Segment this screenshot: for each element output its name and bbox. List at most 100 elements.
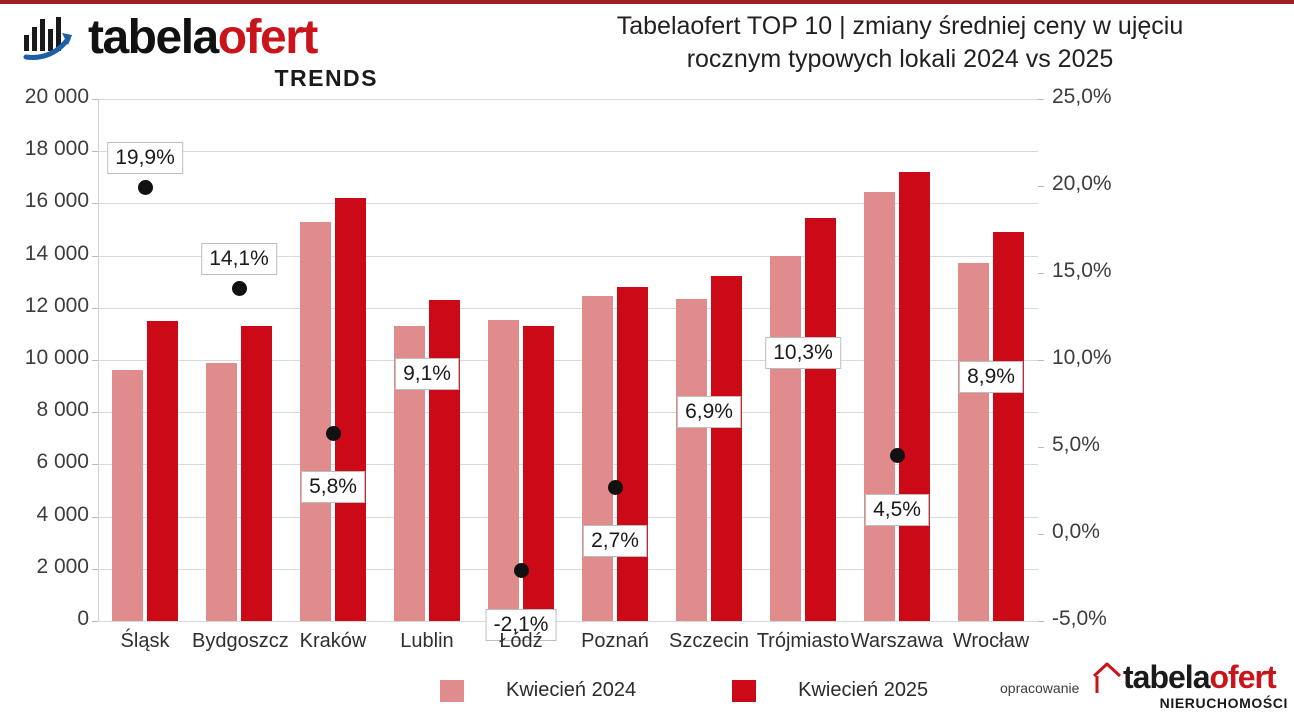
gridline (98, 255, 1038, 257)
bar-2024 (488, 319, 519, 621)
y-tick-left (92, 99, 98, 100)
brand-wordmark: tabelaofert (88, 11, 318, 64)
footer-word-red: ofert (1209, 659, 1276, 695)
gridline (98, 412, 1038, 414)
data-label: 5,8% (301, 471, 365, 504)
bar-2025 (147, 320, 178, 621)
chart-legend: Kwiecień 2024 Kwiecień 2025 (440, 679, 928, 702)
legend-swatch-2025 (732, 679, 757, 702)
y-axis-left-label: 10 000 (24, 346, 89, 369)
gridline (98, 621, 1038, 622)
data-point-marker (325, 425, 341, 441)
gridline (98, 203, 1038, 205)
bar-2025 (805, 217, 836, 621)
credit-label: opracowanie (1000, 680, 1080, 696)
y-tick-left (92, 516, 98, 518)
data-point-marker (137, 180, 153, 196)
bar-2025 (523, 326, 554, 621)
y-tick-right (1038, 360, 1044, 361)
y-axis-left-label: 6 000 (36, 450, 89, 474)
bar-2025 (711, 276, 742, 621)
bar-2024 (300, 221, 331, 621)
legend-label-2024: Kwiecień 2024 (506, 679, 637, 701)
gridline (98, 307, 1038, 309)
footer-wordmark: tabelaofert (1123, 659, 1277, 695)
bar-2025 (429, 299, 460, 621)
y-axis-right-label: 15,0% (1052, 259, 1112, 282)
data-label: 14,1% (201, 242, 277, 275)
x-axis-label: Wrocław (952, 630, 1030, 652)
y-tick-left (92, 412, 98, 414)
y-axis-left-label: 14 000 (24, 241, 89, 265)
bars-layer (98, 99, 1038, 621)
y-tick-right (1038, 99, 1044, 100)
y-tick-left (92, 307, 98, 309)
gridline (98, 99, 1038, 100)
footer-word-dark: tabela (1123, 659, 1210, 695)
data-point-marker (513, 563, 529, 579)
data-label: -2,1% (485, 608, 557, 641)
x-axis-label: Śląsk (120, 630, 170, 652)
bar-chart-arrow-icon (23, 17, 72, 60)
y-tick-left (92, 255, 98, 257)
x-axis-label: Łódź (499, 630, 543, 652)
bar-2024 (770, 255, 801, 621)
y-tick-right (1038, 621, 1044, 622)
data-label: 9,1% (395, 357, 459, 390)
y-tick-right (1038, 534, 1044, 535)
data-label: 6,9% (677, 395, 741, 428)
y-axis-left-label: 20 000 (24, 85, 89, 108)
y-axis-right-label: 5,0% (1052, 433, 1100, 456)
y-axis-left-label: 18 000 (24, 137, 89, 161)
chart-title-line1: Tabelaofert TOP 10 | zmiany średniej cen… (616, 12, 1184, 40)
y-axis-right-label: 25,0% (1052, 85, 1112, 108)
house-outline-icon (1092, 662, 1122, 693)
x-axis-label: Warszawa (850, 630, 944, 652)
chart-title-line2: rocznym typowych lokali 2024 vs 2025 (686, 45, 1114, 73)
tabelaofert-nieruchomosci-logo: tabelaofert NIERUCHOMOŚCI (1092, 652, 1288, 714)
bar-2025 (993, 232, 1024, 621)
y-tick-right (1038, 273, 1044, 274)
y-axis-right-label: 10,0% (1052, 346, 1112, 369)
data-point-marker (889, 448, 905, 464)
data-label: 4,5% (865, 493, 929, 526)
y-axis-left-label: 16 000 (24, 189, 89, 213)
brand-word-dark: tabela (88, 11, 219, 64)
bar-2024 (864, 191, 895, 621)
y-axis-right-label: 0,0% (1052, 520, 1100, 543)
x-axis-label: Trójmiasto (756, 630, 850, 652)
gridline (98, 360, 1038, 361)
bar-2025 (335, 198, 366, 621)
y-tick-left (92, 464, 98, 466)
gridline (98, 151, 1038, 153)
bar-2025 (617, 286, 648, 621)
footer-subtitle: NIERUCHOMOŚCI (1159, 695, 1288, 711)
y-axis-left-label: 12 000 (24, 293, 89, 317)
chart-plot: 0 2 000 4 000 6 000 8 000 10 000 12 000 14 000 1… (0, 4, 1294, 714)
y-axis-right-label: -5,0% (1052, 607, 1107, 630)
data-label: 19,9% (107, 141, 183, 174)
legend-item-2025[interactable]: Kwiecień 2025 (732, 679, 928, 702)
data-label: 8,9% (959, 361, 1023, 394)
bar-2024 (582, 296, 613, 621)
x-axis-label: Szczecin (668, 630, 750, 652)
bar-2024 (206, 362, 237, 621)
x-axis-label: Bydgoszcz (192, 630, 289, 652)
y-tick-left (92, 360, 98, 361)
legend-swatch-2024 (440, 679, 464, 702)
data-point-marker (231, 281, 247, 297)
gridline (98, 568, 1038, 570)
y-tick-right (1038, 186, 1044, 187)
brand-subtitle: TRENDS (274, 65, 378, 91)
x-axis-label: Poznań (581, 630, 649, 652)
y-axis-right-label: 20,0% (1052, 172, 1112, 195)
y-axis-left-label: 2 000 (36, 554, 89, 578)
data-point-marker (607, 479, 623, 495)
legend-label-2025: Kwiecień 2025 (798, 679, 929, 701)
bar-2025 (241, 326, 272, 621)
legend-item-2024[interactable]: Kwiecień 2024 (440, 679, 636, 702)
y-axis-left-label: 4 000 (36, 502, 89, 526)
data-label: 10,3% (765, 336, 841, 369)
x-axis-label: Kraków (299, 630, 367, 652)
